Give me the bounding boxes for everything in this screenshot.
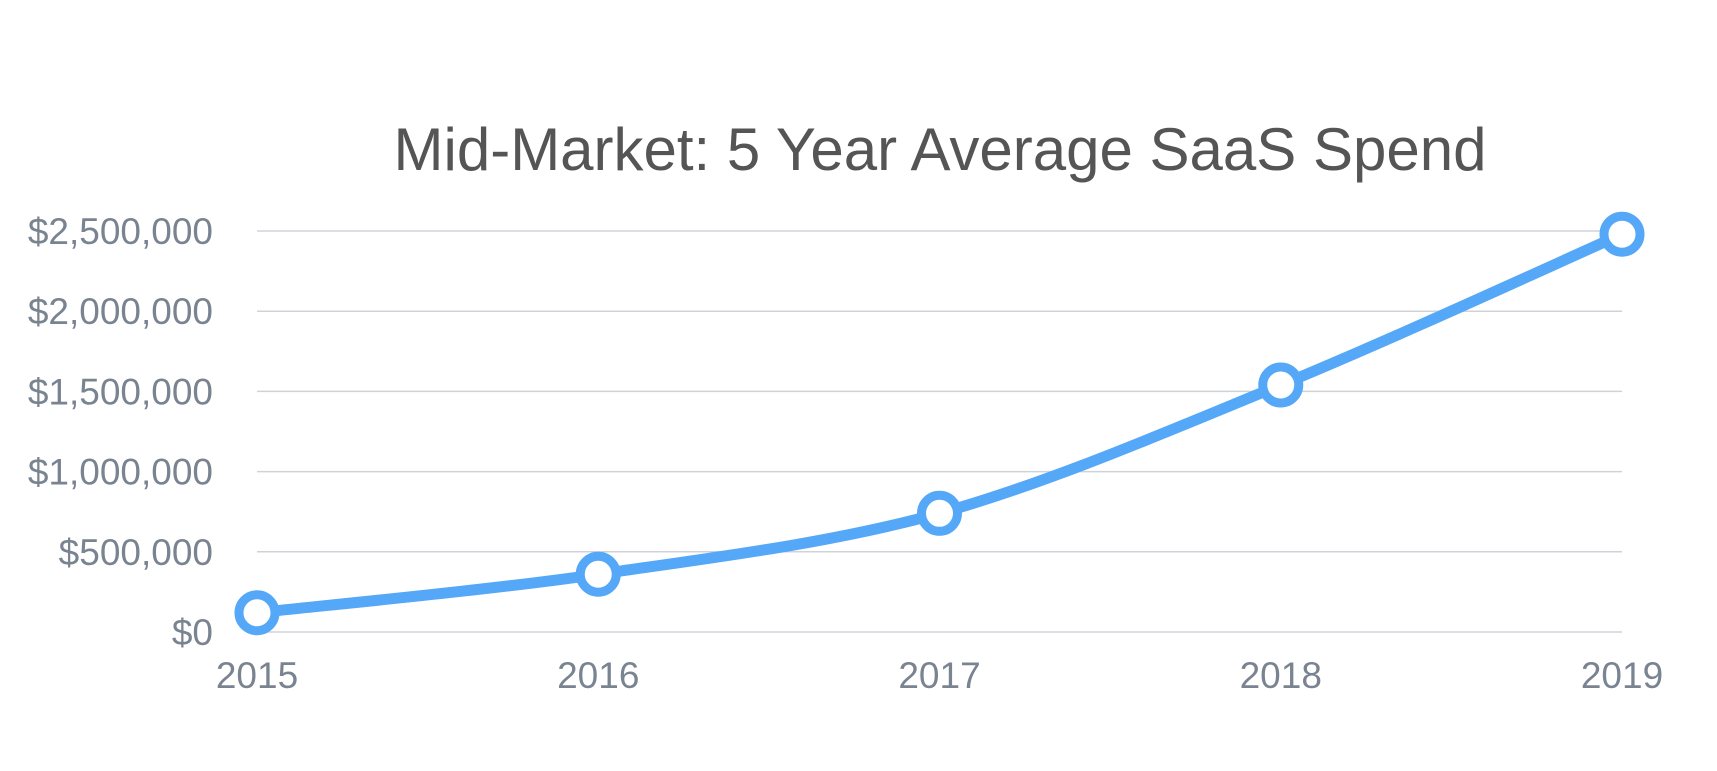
x-tick-label: 2018 — [1240, 655, 1322, 696]
y-tick-label: $2,500,000 — [28, 211, 213, 252]
data-point-2019 — [1599, 211, 1645, 257]
x-tick-label: 2016 — [557, 655, 639, 696]
x-tick-label: 2019 — [1581, 655, 1663, 696]
series-layer — [234, 211, 1645, 636]
x-axis-ticks: 2015 2016 2017 2018 2019 — [216, 655, 1663, 696]
data-point-2015 — [234, 590, 280, 636]
data-point-2016 — [575, 551, 621, 597]
data-point-2017 — [917, 490, 962, 536]
y-tick-label: $0 — [172, 612, 213, 653]
y-tick-label: $1,000,000 — [28, 452, 213, 493]
y-tick-label: $1,500,000 — [28, 371, 213, 412]
y-tick-label: $500,000 — [59, 532, 213, 573]
series-line — [251, 228, 1628, 619]
data-point-2018 — [1258, 362, 1304, 408]
x-tick-label: 2017 — [898, 655, 980, 696]
y-tick-label: $2,000,000 — [28, 291, 213, 332]
x-tick-label: 2015 — [216, 655, 298, 696]
y-axis-ticks: $0 $500,000 $1,000,000 $1,500,000 $2,000,000… — [28, 211, 213, 653]
chart-title: Mid-Market: 5 Year Average SaaS Spend — [394, 116, 1487, 183]
gridlines — [257, 230, 1622, 633]
